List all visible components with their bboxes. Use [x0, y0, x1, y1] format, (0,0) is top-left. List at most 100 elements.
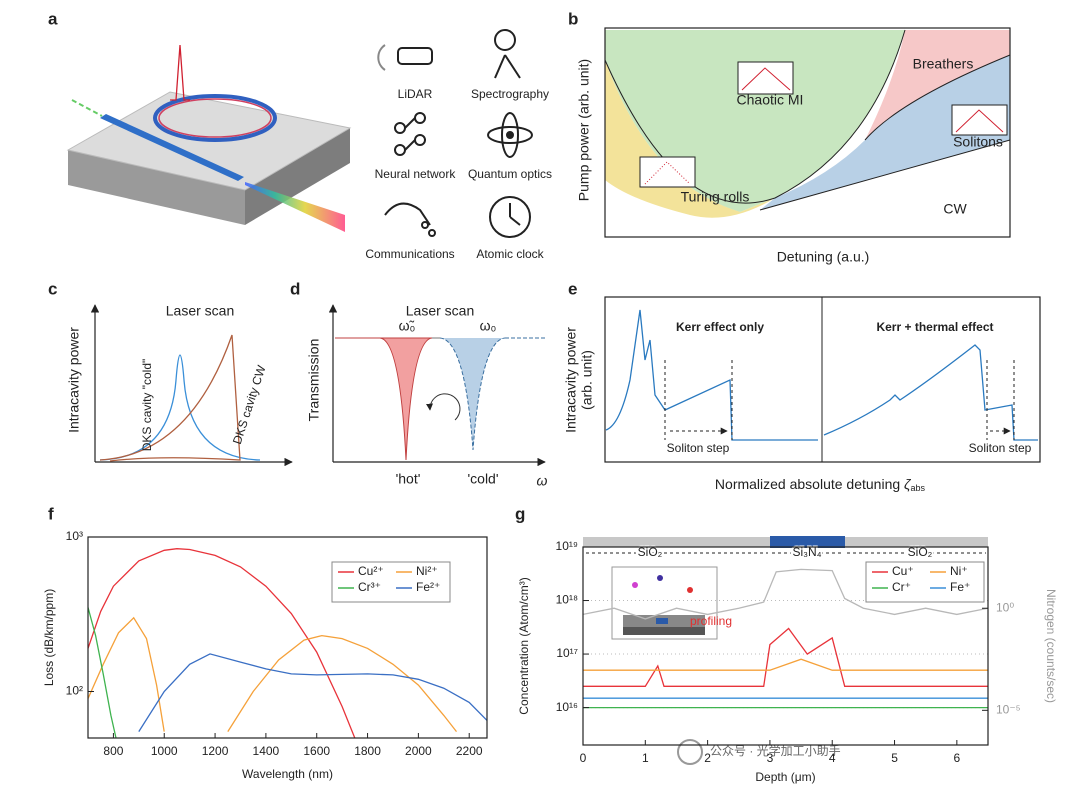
y-axis-label: Loss (dB/km/ppm) [42, 589, 56, 686]
x-axis-label: Normalized absolute detuning ζabs [715, 476, 926, 494]
y-axis-label: Intracavity power [563, 327, 579, 433]
data-line [583, 568, 988, 620]
x-tick-label: 0 [580, 751, 587, 765]
region-label: CW [943, 201, 967, 217]
y-axis-label: Intracavity power [66, 327, 82, 433]
y-axis-label: (arb. unit) [579, 350, 595, 410]
y-axis-label: Transmission [306, 339, 322, 422]
legend-label: Ni²⁺ [416, 564, 438, 578]
legend-label: Fe²⁺ [416, 580, 440, 594]
legend-box [865, 561, 985, 603]
x-tick-label: 1600 [303, 744, 330, 758]
x-axis-label: Depth (μm) [755, 770, 815, 784]
panel-label: g [515, 504, 525, 523]
legend-label: Cr⁺ [892, 580, 911, 594]
x-tick-label: 1200 [202, 744, 229, 758]
legend-label: Cu²⁺ [358, 564, 384, 578]
application-icons [377, 29, 533, 238]
legend-label: Ni⁺ [950, 564, 968, 578]
annotation: Soliton step [667, 441, 730, 455]
data-line [88, 616, 458, 733]
state-label: 'hot' [396, 471, 421, 487]
y2-axis-label: Nitrogen (counts/sec) [1044, 589, 1058, 703]
inset-label: profiling [690, 614, 732, 628]
x-tick-label: 2200 [456, 744, 483, 758]
phase-diagram [604, 27, 1011, 238]
x-tick-label: 5 [891, 751, 898, 765]
region-label: Breathers [913, 56, 974, 72]
layer-label: Si₃N₄ [792, 545, 821, 559]
layer-bar [583, 536, 988, 640]
data-line [583, 658, 988, 671]
application-label: Neural network [375, 167, 457, 181]
x-tick-label: 6 [954, 751, 961, 765]
x-symbol: ζ [904, 476, 912, 492]
y2-tick-label: 10⁰ [996, 600, 1014, 614]
legend-label: Cu⁺ [892, 564, 914, 578]
application-label: Atomic clock [476, 247, 544, 261]
x-tick-label: 800 [103, 744, 123, 758]
curve-label: DKS cavity "cold" [140, 359, 154, 452]
x-tick-label: 1000 [151, 744, 178, 758]
panel-label: f [48, 504, 54, 523]
panel-title: Laser scan [166, 303, 234, 319]
panel-label: b [568, 9, 578, 28]
curve-label: DKS cavity CW [230, 363, 269, 446]
panel-label: c [48, 279, 57, 298]
y-axis-label: Pump power (arb. unit) [576, 59, 592, 201]
annotation: Soliton step [969, 441, 1032, 455]
layer-label: SiO₂ [908, 545, 933, 559]
x-tick-label: 3 [767, 751, 774, 765]
data-line [88, 548, 356, 738]
y-tick-label: 10¹⁷ [556, 646, 578, 660]
y-tick-label: 10¹⁹ [556, 539, 578, 553]
x-tick-label: 2 [704, 751, 711, 765]
panel-c-schematic [90, 304, 293, 467]
panel-label: a [48, 9, 58, 28]
legend-label: Cr³⁺ [358, 580, 381, 594]
plot-frame [582, 546, 989, 746]
x-tick-label: 4 [829, 751, 836, 765]
layer-label: SiO₂ [638, 545, 663, 559]
resonance-label: ω₀ [480, 318, 497, 334]
x-tick-label: 1400 [253, 744, 280, 758]
panel-label: e [568, 279, 577, 298]
y-tick-label: 10² [66, 684, 83, 698]
region-label: Solitons [953, 134, 1003, 150]
panel-subtitle: Kerr effect only [676, 320, 764, 334]
plot-frame [87, 536, 488, 739]
panel-subtitle: Kerr + thermal effect [876, 320, 993, 334]
y-tick-label: 10³ [66, 529, 83, 543]
y-tick-label: 10¹⁶ [556, 700, 578, 714]
watermark [677, 739, 703, 765]
x-axis-label: ω [537, 473, 548, 489]
application-label: Quantum optics [468, 167, 552, 181]
y2-tick-label: 10⁻⁵ [996, 702, 1021, 716]
data-line [138, 653, 487, 732]
data-line [583, 627, 988, 687]
panel-e-schematic [604, 296, 1041, 463]
legend-label: Fe⁺ [950, 580, 970, 594]
x-tick-label: 1 [642, 751, 649, 765]
x-symbol-sub: abs [911, 483, 926, 493]
y-tick-label: 10¹⁸ [556, 593, 578, 607]
region-label: Turing rolls [681, 189, 750, 205]
y-axis-label: Concentration (Atom/cm³) [517, 577, 531, 714]
state-label: 'cold' [467, 471, 498, 487]
legend-box [331, 561, 451, 603]
x-axis-label: Detuning (a.u.) [777, 249, 870, 265]
region-label: Chaotic MI [737, 92, 804, 108]
panel-title: Laser scan [406, 303, 474, 319]
x-tick-label: 1800 [354, 744, 381, 758]
panel-d-schematic [328, 304, 546, 467]
application-label: Communications [365, 247, 454, 261]
resonance-label: ω̃₀ [399, 318, 416, 334]
x-axis-label: Wavelength (nm) [242, 767, 333, 781]
x-tick-label: 2000 [405, 744, 432, 758]
watermark-text: 公众号 · 光学加工小助手 [710, 743, 841, 758]
x-label-text: Normalized absolute detuning [715, 476, 900, 492]
panel-label: d [290, 279, 300, 298]
data-line [88, 607, 117, 738]
